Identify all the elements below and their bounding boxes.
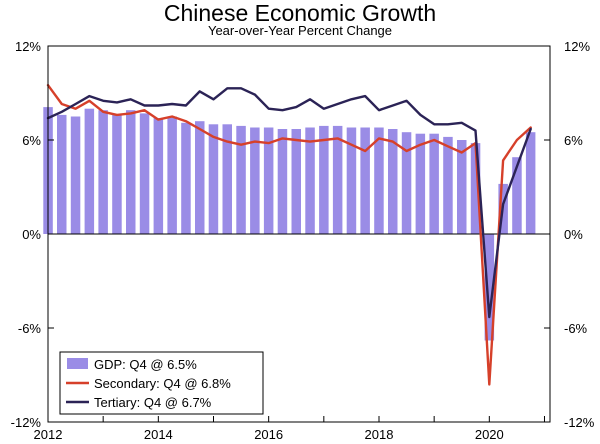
y-tick-label-left: -6% xyxy=(18,321,42,336)
gdp-legend-swatch xyxy=(67,358,88,369)
x-tick-label: 2012 xyxy=(34,427,63,442)
x-tick-label: 2020 xyxy=(475,427,504,442)
gdp-bar xyxy=(319,125,329,234)
gdp-bar xyxy=(291,129,301,234)
x-tick-label: 2014 xyxy=(144,427,173,442)
gdp-bar xyxy=(332,125,343,234)
gdp-bar xyxy=(139,113,150,234)
gdp-bar xyxy=(250,127,260,234)
gdp-bar xyxy=(374,127,384,234)
gdp-bar xyxy=(126,110,136,234)
gdp-bars xyxy=(43,107,536,341)
gdp-bar xyxy=(360,127,370,234)
gdp-bar xyxy=(305,127,315,234)
gdp-bar xyxy=(346,127,357,234)
axes: 12% 12%6% 6%0% 0%-6% -6%-12% -12%2012 2014 2016… xyxy=(11,39,595,442)
legend-box xyxy=(59,351,264,415)
gdp-bar xyxy=(415,133,426,234)
gdp-bar xyxy=(84,108,95,234)
gdp-bar xyxy=(401,132,412,234)
y-tick-label-left: 12% xyxy=(15,39,41,54)
gdp-bar xyxy=(112,114,122,234)
gdp-bar xyxy=(181,122,191,234)
chart-subtitle: Year-over-Year Percent Change xyxy=(207,23,393,38)
x-tick-label: 2018 xyxy=(365,427,394,442)
y-tick-label-right: -12% xyxy=(564,415,595,430)
gdp-bar xyxy=(57,114,67,234)
tertiary-legend-label: Tertiary: Q4 @ 6.7% xyxy=(94,395,212,410)
gdp-bar xyxy=(457,140,467,234)
gdp-bar xyxy=(277,129,288,234)
gdp-bar xyxy=(263,127,274,234)
gdp-bar xyxy=(167,116,177,234)
gdp-bar xyxy=(512,157,522,234)
y-tick-label-right: 12% xyxy=(564,39,590,54)
gdp-bar xyxy=(70,116,81,234)
x-tick-label: 2016 xyxy=(254,427,283,442)
gdp-bar xyxy=(484,234,495,341)
legend: GDP: Q4 @ 6.5% Secondary: Q4 @ 6.8% Tertia… xyxy=(59,351,264,415)
gdp-bar xyxy=(525,132,536,234)
gdp-bar xyxy=(208,124,219,234)
gdp-legend-label: GDP: Q4 @ 6.5% xyxy=(94,357,197,372)
y-tick-label-left: 6% xyxy=(22,133,41,148)
y-tick-label-right: -6% xyxy=(564,321,588,336)
tertiary-line xyxy=(46,87,532,319)
gdp-bar xyxy=(222,124,232,234)
chart-title: Chinese Economic Growth xyxy=(163,0,437,26)
gdp-bar xyxy=(388,129,398,234)
gdp-bar xyxy=(470,143,481,234)
y-tick-label-right: 0% xyxy=(564,227,583,242)
series-lines xyxy=(46,83,532,386)
y-tick-label-right: 6% xyxy=(564,133,583,148)
gdp-bar xyxy=(429,133,439,234)
y-tick-label-left: 0% xyxy=(22,227,41,242)
gdp-bar xyxy=(98,110,108,234)
y-tick-label-left: -12% xyxy=(11,415,42,430)
secondary-line xyxy=(46,83,532,386)
gdp-bar xyxy=(236,125,246,234)
secondary-legend-label: Secondary: Q4 @ 6.8% xyxy=(94,376,231,391)
gdp-bar xyxy=(195,121,205,234)
gdp-bar xyxy=(153,118,164,234)
gdp-bar xyxy=(443,136,453,234)
